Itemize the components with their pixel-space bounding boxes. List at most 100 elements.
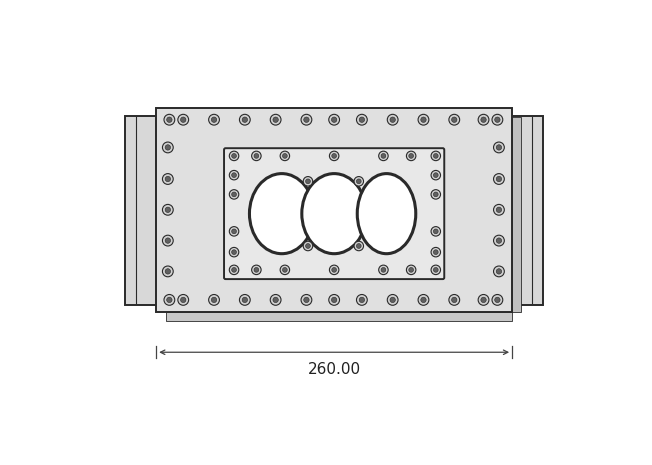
Circle shape bbox=[496, 145, 501, 150]
Circle shape bbox=[165, 207, 171, 213]
Circle shape bbox=[406, 265, 416, 275]
Circle shape bbox=[452, 117, 457, 122]
Circle shape bbox=[387, 294, 398, 306]
Circle shape bbox=[354, 241, 364, 251]
Circle shape bbox=[211, 297, 216, 303]
Circle shape bbox=[496, 176, 501, 182]
Bar bbox=[512, 117, 521, 312]
Circle shape bbox=[165, 238, 171, 243]
Circle shape bbox=[359, 297, 364, 303]
Circle shape bbox=[231, 173, 237, 178]
Circle shape bbox=[332, 267, 336, 272]
Circle shape bbox=[162, 173, 173, 185]
FancyBboxPatch shape bbox=[224, 148, 444, 279]
Circle shape bbox=[357, 179, 361, 184]
Circle shape bbox=[178, 114, 188, 125]
Circle shape bbox=[495, 297, 500, 303]
Circle shape bbox=[354, 177, 364, 186]
Circle shape bbox=[254, 153, 259, 158]
Circle shape bbox=[390, 117, 395, 122]
Circle shape bbox=[252, 265, 261, 275]
Circle shape bbox=[379, 151, 388, 160]
Circle shape bbox=[434, 250, 438, 254]
Circle shape bbox=[162, 266, 173, 277]
Circle shape bbox=[231, 192, 237, 197]
Circle shape bbox=[230, 170, 239, 180]
Circle shape bbox=[357, 114, 367, 125]
Circle shape bbox=[230, 190, 239, 199]
Circle shape bbox=[280, 265, 289, 275]
Circle shape bbox=[304, 297, 309, 303]
Circle shape bbox=[357, 244, 361, 248]
Circle shape bbox=[181, 297, 186, 303]
Circle shape bbox=[381, 267, 386, 272]
Circle shape bbox=[270, 114, 281, 125]
Circle shape bbox=[494, 235, 504, 246]
Circle shape bbox=[306, 179, 310, 184]
Circle shape bbox=[242, 297, 248, 303]
Circle shape bbox=[231, 153, 237, 158]
Bar bbox=[166, 312, 512, 321]
Bar bbox=[510, 116, 543, 305]
Circle shape bbox=[301, 114, 312, 125]
Circle shape bbox=[165, 176, 171, 182]
Circle shape bbox=[390, 297, 395, 303]
Circle shape bbox=[165, 145, 171, 150]
Circle shape bbox=[494, 205, 504, 215]
Circle shape bbox=[231, 267, 237, 272]
Circle shape bbox=[164, 294, 175, 306]
Circle shape bbox=[329, 265, 339, 275]
Circle shape bbox=[434, 267, 438, 272]
Circle shape bbox=[231, 229, 237, 234]
Circle shape bbox=[496, 207, 501, 213]
Circle shape bbox=[431, 190, 441, 199]
Circle shape bbox=[239, 294, 250, 306]
Circle shape bbox=[421, 117, 426, 122]
Circle shape bbox=[478, 114, 489, 125]
Circle shape bbox=[164, 114, 175, 125]
Circle shape bbox=[329, 151, 339, 160]
Circle shape bbox=[492, 294, 503, 306]
Circle shape bbox=[449, 114, 460, 125]
Circle shape bbox=[209, 114, 220, 125]
Circle shape bbox=[406, 151, 416, 160]
Circle shape bbox=[282, 153, 288, 158]
Circle shape bbox=[452, 297, 457, 303]
Circle shape bbox=[449, 294, 460, 306]
Circle shape bbox=[431, 151, 441, 160]
Circle shape bbox=[496, 238, 501, 243]
Circle shape bbox=[494, 173, 504, 185]
Circle shape bbox=[329, 114, 340, 125]
Circle shape bbox=[282, 267, 288, 272]
Circle shape bbox=[303, 241, 313, 251]
Circle shape bbox=[431, 170, 441, 180]
Circle shape bbox=[165, 269, 171, 274]
Circle shape bbox=[230, 247, 239, 257]
Circle shape bbox=[209, 294, 220, 306]
Circle shape bbox=[495, 117, 500, 122]
Circle shape bbox=[434, 153, 438, 158]
Circle shape bbox=[301, 294, 312, 306]
Circle shape bbox=[431, 226, 441, 236]
Circle shape bbox=[478, 294, 489, 306]
Circle shape bbox=[418, 114, 429, 125]
Circle shape bbox=[178, 294, 188, 306]
Circle shape bbox=[481, 117, 486, 122]
Circle shape bbox=[162, 142, 173, 153]
Circle shape bbox=[494, 142, 504, 153]
Circle shape bbox=[306, 244, 310, 248]
Ellipse shape bbox=[250, 173, 314, 254]
Bar bbox=[125, 116, 158, 305]
Circle shape bbox=[481, 297, 486, 303]
Circle shape bbox=[494, 266, 504, 277]
Circle shape bbox=[381, 153, 386, 158]
Circle shape bbox=[239, 114, 250, 125]
Circle shape bbox=[434, 229, 438, 234]
Circle shape bbox=[231, 250, 237, 254]
Circle shape bbox=[230, 265, 239, 275]
Circle shape bbox=[254, 267, 259, 272]
Circle shape bbox=[434, 173, 438, 178]
Circle shape bbox=[230, 226, 239, 236]
Circle shape bbox=[273, 117, 278, 122]
Circle shape bbox=[492, 114, 503, 125]
